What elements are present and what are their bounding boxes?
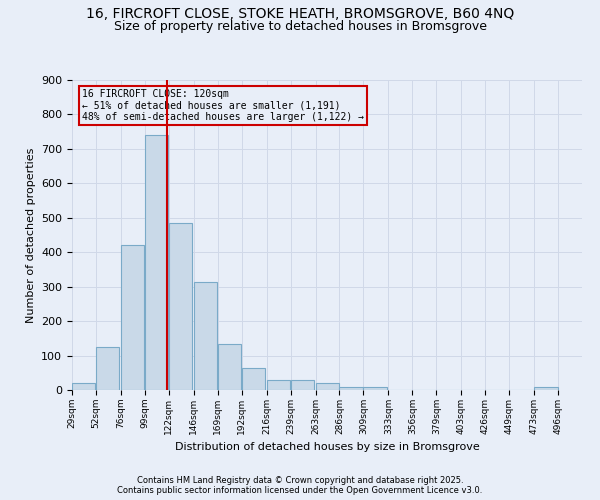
Text: Size of property relative to detached houses in Bromsgrove: Size of property relative to detached ho… <box>113 20 487 33</box>
Text: Distribution of detached houses by size in Bromsgrove: Distribution of detached houses by size … <box>175 442 479 452</box>
Bar <box>266 380 290 390</box>
Bar <box>340 386 363 390</box>
Bar <box>242 368 265 390</box>
Bar <box>364 387 387 390</box>
Bar <box>218 344 241 390</box>
Text: Contains HM Land Registry data © Crown copyright and database right 2025.: Contains HM Land Registry data © Crown c… <box>137 476 463 485</box>
Bar <box>169 223 192 390</box>
Bar <box>96 347 119 390</box>
Bar <box>290 380 314 390</box>
Y-axis label: Number of detached properties: Number of detached properties <box>26 148 35 322</box>
Bar <box>145 135 169 390</box>
Bar <box>316 383 339 390</box>
Bar <box>194 282 217 390</box>
Bar <box>72 383 95 390</box>
Bar <box>534 386 557 390</box>
Text: Contains public sector information licensed under the Open Government Licence v3: Contains public sector information licen… <box>118 486 482 495</box>
Bar <box>121 246 145 390</box>
Text: 16, FIRCROFT CLOSE, STOKE HEATH, BROMSGROVE, B60 4NQ: 16, FIRCROFT CLOSE, STOKE HEATH, BROMSGR… <box>86 8 514 22</box>
Text: 16 FIRCROFT CLOSE: 120sqm
← 51% of detached houses are smaller (1,191)
48% of se: 16 FIRCROFT CLOSE: 120sqm ← 51% of detac… <box>82 90 364 122</box>
